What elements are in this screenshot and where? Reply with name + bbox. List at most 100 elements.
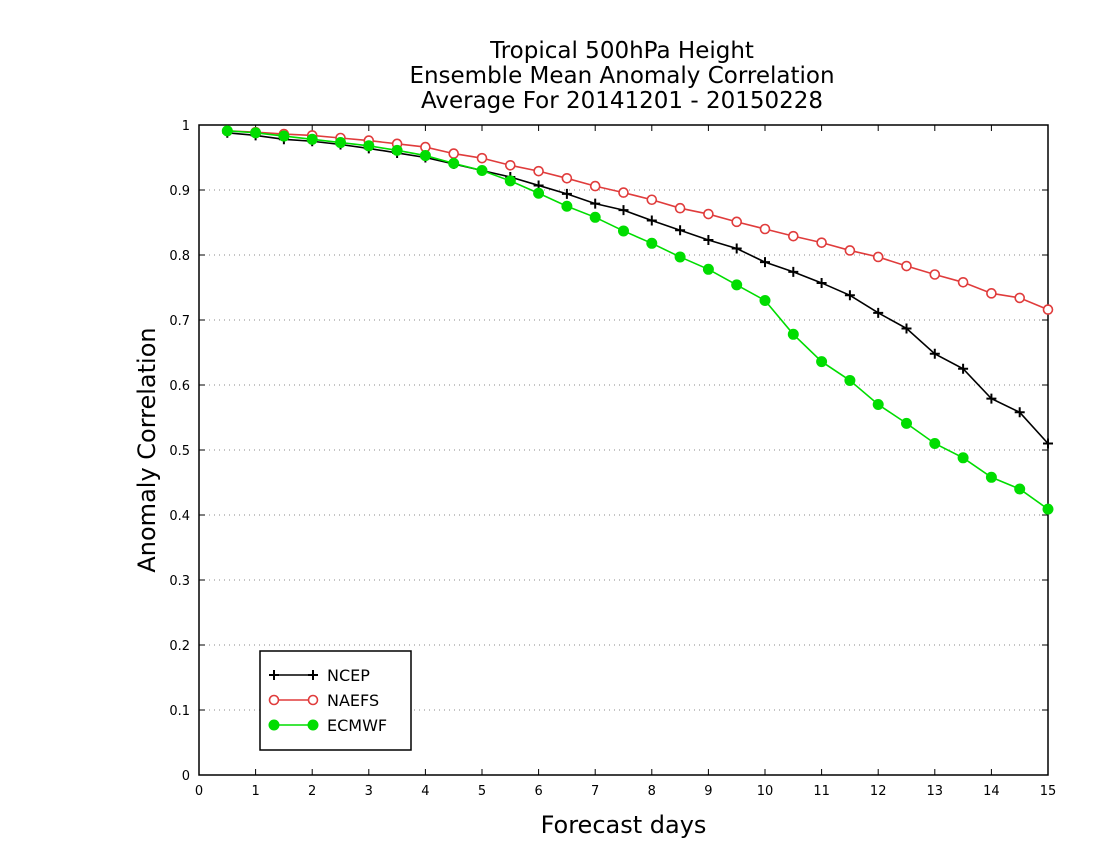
legend-item-naefs: NAEFS: [268, 691, 379, 710]
data-point-ncep: [958, 363, 969, 374]
legend-marker: [268, 694, 280, 706]
data-point-naefs: [674, 202, 686, 214]
data-point-naefs: [476, 152, 488, 164]
data-point-naefs: [986, 288, 997, 299]
data-point-naefs: [759, 223, 771, 235]
legend: NCEP NAEFS ECMWF: [259, 650, 412, 751]
data-point-ecmwf: [929, 438, 941, 449]
y-tick-label: 0.1: [169, 704, 190, 719]
data-point-naefs: [1042, 304, 1054, 315]
x-tick-label: 0: [195, 784, 203, 799]
data-point-ecmwf: [816, 356, 828, 368]
data-point-ecmwf: [391, 144, 403, 156]
x-tick-label: 11: [813, 784, 830, 799]
data-point-ecmwf: [589, 211, 601, 223]
y-tick-label: 1: [182, 119, 190, 134]
data-point-ncep: [873, 307, 884, 318]
data-point-ncep: [986, 393, 997, 404]
x-tick-label: 14: [983, 784, 1000, 799]
y-tick-label: 0.3: [169, 574, 190, 589]
x-tick-label: 1: [251, 784, 259, 799]
gridlines: [199, 189, 1048, 711]
legend-marker: [268, 719, 280, 731]
data-point-ecmwf: [419, 150, 431, 162]
data-point-ecmwf: [618, 225, 629, 237]
data-point-ncep: [675, 225, 686, 236]
y-tick-label: 0.5: [169, 444, 190, 459]
data-point-ecmwf: [363, 140, 375, 152]
data-point-naefs: [646, 194, 658, 206]
series-ncep: [222, 127, 1053, 449]
data-point-ncep: [929, 348, 940, 359]
legend-label: NAEFS: [327, 691, 379, 710]
y-tick-label: 0.9: [169, 184, 190, 199]
y-axis-label: Anomaly Correlation: [133, 327, 161, 572]
data-point-ecmwf: [250, 127, 262, 139]
data-point-ecmwf: [476, 165, 488, 176]
y-tick-label: 0: [182, 769, 190, 784]
data-point-ecmwf: [674, 251, 686, 263]
x-tick-label: 15: [1040, 784, 1057, 799]
data-point-ecmwf: [561, 200, 573, 212]
data-point-naefs: [787, 230, 799, 242]
data-point-ecmwf: [1014, 483, 1026, 495]
data-point-naefs: [533, 165, 544, 177]
data-series: [221, 125, 1054, 515]
data-point-ecmwf: [504, 175, 516, 187]
data-point-ncep: [561, 188, 572, 199]
data-point-ncep: [844, 290, 855, 301]
data-point-naefs: [1014, 292, 1026, 304]
x-axis-ticks: 0 1 2 3 4 5 6 7 8 9 10 11 12 13 14 15: [195, 125, 1056, 799]
data-point-ecmwf: [221, 125, 233, 137]
series-ecmwf: [221, 125, 1054, 515]
legend-marker: [308, 670, 318, 680]
x-tick-label: 8: [648, 784, 656, 799]
x-tick-label: 3: [365, 784, 373, 799]
data-point-ecmwf: [787, 328, 799, 340]
x-tick-label: 9: [704, 784, 712, 799]
data-point-ncep: [646, 215, 657, 226]
x-tick-label: 12: [870, 784, 887, 799]
data-point-naefs: [844, 245, 856, 256]
legend-marker: [307, 694, 319, 706]
y-tick-label: 0.4: [169, 509, 190, 524]
x-axis-label: Forecast days: [541, 811, 707, 839]
data-point-ecmwf: [731, 279, 743, 291]
legend-label: NCEP: [327, 666, 370, 685]
data-point-ncep: [1014, 407, 1025, 418]
x-tick-label: 5: [478, 784, 486, 799]
y-tick-label: 0.8: [169, 249, 190, 264]
data-point-ncep: [618, 205, 629, 216]
series-naefs: [222, 125, 1054, 315]
legend-marker: [269, 670, 279, 680]
y-tick-label: 0.2: [169, 639, 190, 654]
legend-marker: [307, 719, 319, 731]
series-line-naefs: [227, 130, 1049, 311]
data-point-naefs: [929, 269, 941, 280]
y-axis-ticks: 0 0.1 0.2 0.3 0.4 0.5 0.6 0.7 0.8 0.9 1: [169, 119, 1048, 784]
data-point-naefs: [957, 276, 969, 288]
y-tick-label: 0.7: [169, 314, 190, 329]
data-point-ecmwf: [306, 133, 318, 145]
data-point-naefs: [816, 237, 827, 248]
series-line-ncep: [227, 132, 1049, 445]
data-point-ncep: [816, 277, 827, 288]
data-point-ecmwf: [448, 157, 460, 169]
chart-title-line: Average For 20141201 - 20150228: [421, 88, 823, 114]
data-point-ecmwf: [335, 137, 346, 149]
y-tick-label: 0.6: [169, 379, 190, 394]
data-point-ncep: [1043, 438, 1053, 449]
data-point-ncep: [703, 235, 714, 246]
data-point-ecmwf: [759, 295, 771, 306]
data-point-naefs: [872, 251, 884, 263]
x-tick-label: 13: [927, 784, 944, 799]
data-point-ecmwf: [533, 187, 545, 199]
data-point-ecmwf: [646, 237, 658, 249]
data-point-ecmwf: [901, 417, 912, 429]
data-point-ecmwf: [872, 399, 884, 410]
x-tick-label: 6: [534, 784, 542, 799]
data-point-naefs: [504, 160, 516, 171]
data-point-naefs: [589, 180, 601, 192]
